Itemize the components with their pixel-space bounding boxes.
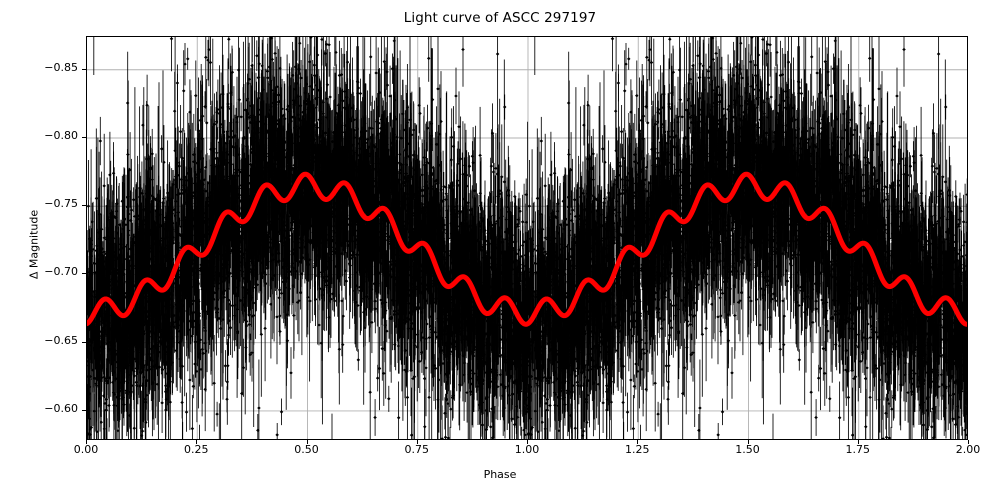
y-tick-mark <box>82 273 86 275</box>
y-tick-label: −0.80 <box>0 129 78 142</box>
x-tick-label: 0.00 <box>46 443 126 456</box>
y-tick-label: −0.65 <box>0 334 78 347</box>
x-tick-mark <box>306 440 308 444</box>
x-tick-label: 1.00 <box>487 443 567 456</box>
x-tick-mark <box>86 440 87 444</box>
y-tick-label: −0.75 <box>0 197 78 210</box>
y-tick-label: −0.70 <box>0 265 78 278</box>
y-tick-mark <box>82 205 86 207</box>
x-tick-mark <box>968 440 969 444</box>
x-tick-mark <box>747 440 749 444</box>
x-tick-label: 1.25 <box>597 443 677 456</box>
chart-title: Light curve of ASCC 297197 <box>0 10 1000 26</box>
y-tick-label: −0.60 <box>0 402 78 415</box>
x-tick-mark <box>637 440 639 444</box>
x-tick-label: 0.25 <box>156 443 236 456</box>
x-tick-mark <box>416 440 418 444</box>
x-tick-mark <box>196 440 198 444</box>
x-axis-label: Phase <box>0 468 1000 481</box>
x-tick-mark <box>857 440 859 444</box>
y-tick-mark <box>82 341 86 343</box>
x-tick-label: 1.75 <box>818 443 898 456</box>
y-tick-label: −0.85 <box>0 61 78 74</box>
x-tick-label: 0.75 <box>377 443 457 456</box>
x-tick-label: 2.00 <box>928 443 1000 456</box>
y-axis-label: Δ Magnitude <box>28 185 41 305</box>
plot-area <box>86 36 968 440</box>
x-tick-label: 1.50 <box>708 443 788 456</box>
model-curve <box>87 171 967 327</box>
y-tick-mark <box>82 137 86 138</box>
y-tick-mark <box>82 68 86 70</box>
x-tick-mark <box>527 440 528 444</box>
x-tick-label: 0.50 <box>267 443 347 456</box>
y-tick-mark <box>82 409 86 411</box>
data-points <box>87 37 967 439</box>
